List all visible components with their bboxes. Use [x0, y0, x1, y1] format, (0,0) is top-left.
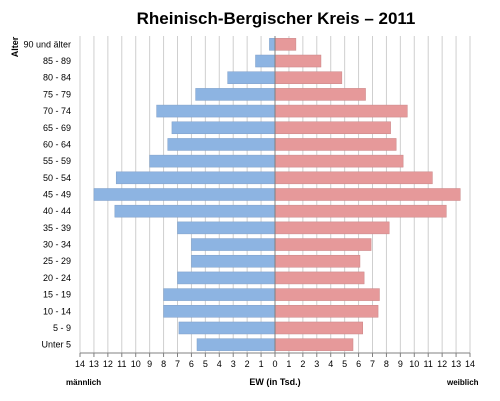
category-label: 25 - 29	[43, 256, 71, 266]
x-tick-label: 1	[286, 359, 291, 369]
bar-female	[274, 204, 447, 218]
left-side-label: männlich	[66, 378, 101, 387]
x-tick-label: 11	[424, 359, 433, 369]
bar-female	[274, 188, 461, 201]
x-tick-label: 12	[437, 359, 447, 369]
x-tick-label: 7	[175, 359, 180, 369]
category-label: 30 - 34	[43, 240, 71, 250]
bar-male	[114, 204, 276, 218]
bar-female	[274, 288, 380, 301]
category-label: 85 - 89	[43, 56, 71, 66]
bar-male	[177, 221, 276, 235]
right-side-label: weiblich	[446, 378, 479, 387]
bar-male	[227, 71, 276, 84]
bar-male	[195, 88, 276, 101]
bar-male	[167, 138, 276, 151]
bar-male	[269, 38, 276, 51]
bar-male	[178, 321, 276, 335]
bar-female	[274, 71, 343, 84]
bar-female	[274, 38, 297, 51]
x-tick-label: 7	[370, 359, 375, 369]
x-tick-label: 12	[103, 359, 113, 369]
category-label: 35 - 39	[43, 223, 71, 233]
category-label: 65 - 69	[43, 123, 71, 133]
bar-female	[274, 271, 365, 285]
bar-female	[274, 305, 379, 318]
category-label: 40 - 44	[43, 206, 71, 216]
category-label: 70 - 74	[43, 106, 71, 116]
x-tick-label: 9	[147, 359, 152, 369]
category-label: 15 - 19	[43, 290, 71, 300]
x-tick-label: 5	[342, 359, 347, 369]
category-label: 5 - 9	[53, 323, 71, 333]
bar-female	[274, 104, 408, 118]
x-tick-label: 8	[161, 359, 166, 369]
bars	[93, 38, 461, 351]
x-tick-label: 6	[356, 359, 361, 369]
axes	[79, 36, 471, 357]
category-label: 45 - 49	[43, 190, 71, 200]
x-tick-label: 2	[245, 359, 250, 369]
x-tick-label: 4	[217, 359, 222, 369]
bar-male	[93, 188, 276, 201]
x-tick-label: 14	[75, 359, 85, 369]
x-tick-label: 9	[398, 359, 403, 369]
x-tick-label: 4	[328, 359, 333, 369]
bar-male	[163, 305, 276, 318]
category-labels: 90 und älter 85 - 89 80 - 84 75 - 79 70 - 74…	[23, 39, 71, 349]
x-tick-label: 10	[131, 359, 141, 369]
x-tick-label: 3	[231, 359, 236, 369]
bar-male	[177, 271, 276, 285]
bar-male	[191, 238, 276, 251]
x-tick-label: 3	[314, 359, 319, 369]
category-label: 50 - 54	[43, 173, 71, 183]
bar-female	[274, 54, 322, 68]
bar-male	[171, 121, 276, 135]
x-tick-label: 13	[89, 359, 99, 369]
bar-female	[274, 221, 390, 235]
bar-female	[274, 121, 391, 135]
x-tick-label: 13	[451, 359, 461, 369]
x-tick-labels: 14 13 12 11 10 9 8 7 6 5 4 3 2 1 0 1 2 3 4 5 6 7 8 9 10 11 12 13 14	[75, 359, 475, 369]
category-label: 80 - 84	[43, 73, 71, 83]
bar-female	[274, 254, 361, 268]
bar-female	[274, 171, 433, 185]
bar-male	[115, 171, 276, 185]
bar-male	[255, 54, 276, 68]
x-tick-label: 6	[189, 359, 194, 369]
bar-female	[274, 338, 354, 351]
bar-male	[191, 254, 276, 268]
x-tick-label: 10	[409, 359, 419, 369]
y-axis-title: Alter	[10, 36, 20, 57]
x-axis-title: EW (in Tsd.)	[249, 377, 300, 387]
bar-female	[274, 238, 372, 251]
x-tick-label: 8	[384, 359, 389, 369]
category-label: 20 - 24	[43, 273, 71, 283]
bar-male	[196, 338, 276, 351]
x-tick-label: 1	[259, 359, 264, 369]
bar-female	[274, 154, 404, 168]
x-tick-label: 5	[203, 359, 208, 369]
category-label: Unter 5	[41, 340, 71, 350]
bar-male	[149, 154, 276, 168]
bar-female	[274, 88, 366, 101]
bar-male	[156, 104, 276, 118]
category-label: 75 - 79	[43, 89, 71, 99]
x-tick-label: 2	[300, 359, 305, 369]
x-tick-label: 11	[117, 359, 126, 369]
category-label: 55 - 59	[43, 156, 71, 166]
x-tick-label: 14	[465, 359, 475, 369]
bar-female	[274, 321, 363, 335]
x-tick-label: 0	[272, 359, 277, 369]
category-label: 60 - 64	[43, 139, 71, 149]
bar-male	[163, 288, 276, 301]
bar-female	[274, 138, 397, 151]
category-label: 90 und älter	[23, 39, 71, 49]
category-label: 10 - 14	[43, 306, 71, 316]
chart-title: Rheinisch-Bergischer Kreis – 2011	[137, 9, 416, 28]
